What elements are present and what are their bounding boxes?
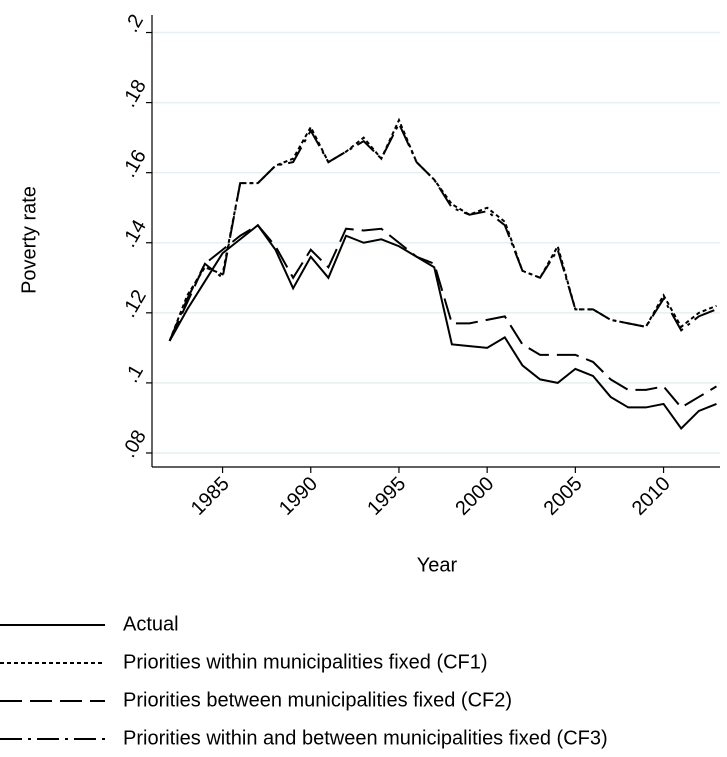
x-tick-label: 1995 (363, 473, 410, 520)
y-tick-label: .08 (118, 426, 151, 461)
legend-label: Actual (123, 613, 179, 635)
y-tick-label: .1 (121, 361, 148, 386)
series-line (168, 121, 717, 342)
y-tick-label: .18 (118, 76, 151, 111)
legend-label: Priorities between municipalities fixed … (123, 689, 512, 711)
x-tick-label: 2010 (628, 473, 675, 520)
y-axis-label: Poverty rate (18, 186, 40, 294)
y-tick-label: .12 (118, 286, 151, 321)
x-tick-label: 1985 (187, 473, 234, 520)
series-line (168, 223, 717, 409)
legend-label: Priorities within municipalities fixed (… (123, 651, 488, 673)
y-tick-label: .2 (121, 11, 148, 36)
x-tick-label: 2000 (451, 473, 498, 520)
x-tick-label: 1990 (275, 473, 322, 520)
legend-label: Priorities within and between municipali… (123, 727, 608, 749)
y-tick-label: .16 (118, 146, 151, 181)
x-axis-label: Year (417, 554, 458, 576)
series-line (168, 223, 717, 430)
x-tick-label: 2005 (540, 473, 587, 520)
y-tick-label: .14 (118, 216, 151, 251)
